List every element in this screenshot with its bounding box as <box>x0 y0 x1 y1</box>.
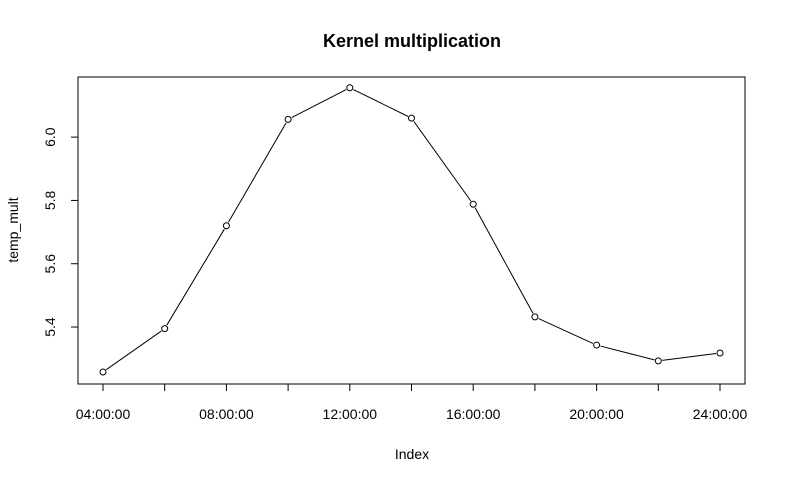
data-point <box>346 84 354 92</box>
y-tick-label: 5.4 <box>42 317 58 337</box>
series-group <box>99 84 724 376</box>
data-point <box>222 222 230 230</box>
y-tick-label: 5.6 <box>42 254 58 274</box>
x-axis: 04:00:00 08:00:00 12:00:00 16:00:00 20:00:00… <box>76 384 748 422</box>
chart-title: Kernel multiplication <box>323 31 501 51</box>
data-point <box>654 357 662 365</box>
data-point <box>161 325 169 333</box>
plot-frame <box>77 76 746 385</box>
y-axis-label: temp_mult <box>5 197 21 262</box>
x-tick-label: 08:00:00 <box>199 406 254 422</box>
series-line-segment <box>166 228 225 326</box>
series-line-segment <box>353 89 409 117</box>
data-point <box>593 341 601 349</box>
series-line-segment <box>227 122 287 223</box>
y-axis: 5.4 5.6 5.8 6.0 <box>42 127 78 337</box>
x-tick-label: 04:00:00 <box>76 406 131 422</box>
series-line-segment <box>413 121 472 202</box>
x-tick-label: 24:00:00 <box>693 406 748 422</box>
data-point <box>99 368 107 376</box>
x-tick-label: 16:00:00 <box>446 406 501 422</box>
series-line-segment <box>105 330 162 371</box>
data-point <box>531 313 539 321</box>
data-point <box>469 200 477 208</box>
series-line-segment <box>662 352 717 361</box>
y-tick-label: 6.0 <box>42 127 58 147</box>
data-point <box>716 349 724 357</box>
data-point <box>284 115 292 123</box>
y-tick-label: 5.8 <box>42 190 58 210</box>
series-line-segment <box>538 318 594 344</box>
series-line-segment <box>600 345 655 361</box>
data-point <box>408 114 415 122</box>
series-line-segment <box>474 207 534 314</box>
x-axis-label: Index <box>395 446 429 462</box>
x-tick-label: 12:00:00 <box>323 406 378 422</box>
x-tick-label: 20:00:00 <box>569 406 624 422</box>
series-line-segment <box>291 89 347 119</box>
